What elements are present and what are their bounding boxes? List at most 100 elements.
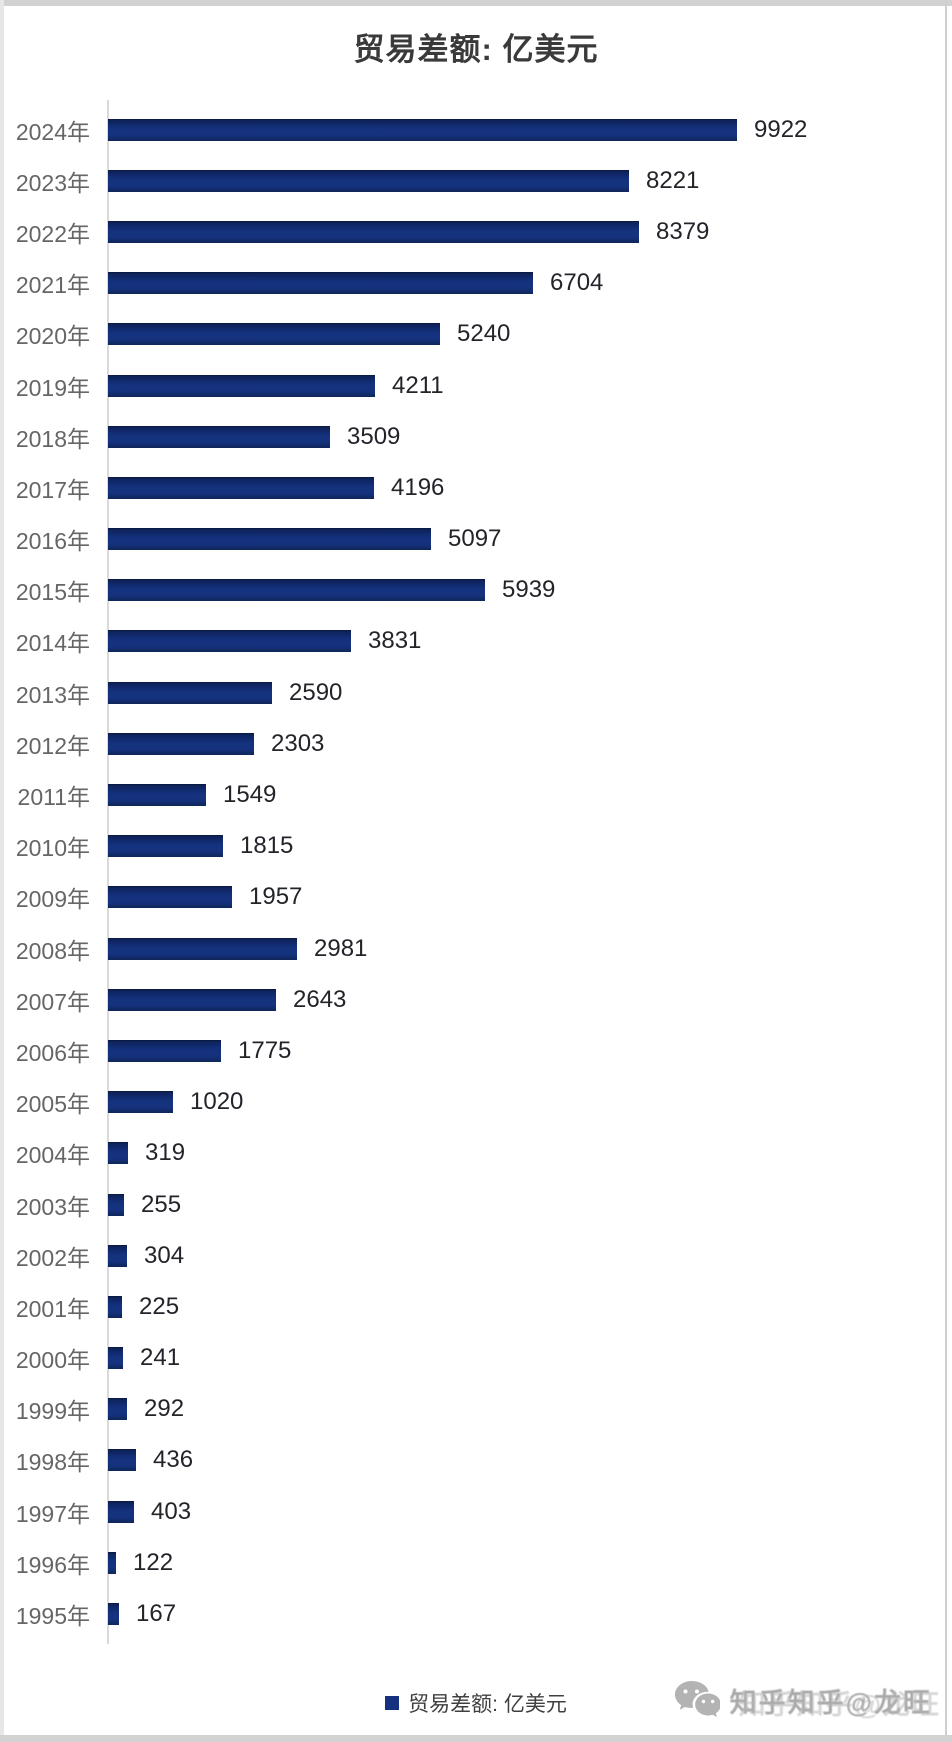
legend-color-swatch-icon xyxy=(385,1696,400,1710)
screenshot-bottom-border xyxy=(0,1735,952,1742)
y-axis-category-label: 2023年 xyxy=(15,169,90,196)
chart-row: 2007年 2643 xyxy=(0,974,952,1025)
chart-row: 2022年 8379 xyxy=(0,206,952,257)
chart-row: 2005年 1020 xyxy=(0,1077,952,1128)
bar xyxy=(108,681,272,704)
y-axis-category-label: 2004年 xyxy=(15,1142,90,1169)
y-axis-category-label: 1998年 xyxy=(15,1449,90,1476)
bar xyxy=(108,1398,127,1421)
bar-value-label: 167 xyxy=(136,1600,177,1628)
chart-row: 2008年 2981 xyxy=(0,923,952,974)
chart-legend: 贸易差额: 亿美元 xyxy=(0,1688,952,1718)
y-axis-category-label: 2020年 xyxy=(15,323,90,350)
y-axis-category-label: 2005年 xyxy=(15,1091,90,1118)
y-axis-category-label: 2015年 xyxy=(15,579,90,606)
screenshot-top-border xyxy=(0,0,952,6)
bar xyxy=(108,1142,128,1165)
bar-value-label: 225 xyxy=(139,1292,180,1320)
bar xyxy=(108,1295,122,1318)
chart-row: 2017年 4196 xyxy=(0,462,952,513)
bar xyxy=(108,1551,116,1574)
watermark-text-wrap: 知乎知乎@龙旺 知乎知乎@龙旺 xyxy=(729,1681,939,1720)
chart-row: 2004年 319 xyxy=(0,1128,952,1179)
bar-value-label: 3831 xyxy=(368,627,422,655)
chart-row: 1998年 436 xyxy=(0,1435,952,1486)
chart-row: 2013年 2590 xyxy=(0,667,952,718)
bar-value-label: 122 xyxy=(133,1548,174,1576)
chart-row: 2021年 6704 xyxy=(0,258,952,309)
y-axis-category-label: 2001年 xyxy=(15,1295,90,1322)
wechat-icon xyxy=(674,1681,720,1717)
bar xyxy=(108,528,431,551)
bar xyxy=(108,1347,123,1370)
y-axis-category-label: 2021年 xyxy=(15,272,90,299)
y-axis-category-label: 2014年 xyxy=(15,630,90,657)
bar xyxy=(108,169,629,192)
bar-value-label: 1957 xyxy=(249,883,303,911)
bar xyxy=(108,118,737,141)
chart-row: 2006年 1775 xyxy=(0,1025,952,1076)
legend-label: 贸易差额: 亿美元 xyxy=(408,1693,567,1716)
chart-title: 贸易差额: 亿美元 xyxy=(353,32,599,67)
bar xyxy=(108,220,639,243)
bar-value-label: 1020 xyxy=(190,1088,244,1116)
bar xyxy=(108,1449,136,1472)
y-axis-category-label: 2012年 xyxy=(15,732,90,759)
y-axis-category-label: 1997年 xyxy=(15,1500,90,1527)
watermark-text: 知乎知乎@龙旺 xyxy=(729,1688,932,1718)
y-axis-category-label: 2006年 xyxy=(15,1039,90,1066)
bar-value-label: 1775 xyxy=(238,1036,292,1064)
screenshot-left-border xyxy=(0,0,4,1742)
chart-row: 2015年 5939 xyxy=(0,565,952,616)
bar xyxy=(108,732,254,755)
y-axis-category-label: 2013年 xyxy=(15,681,90,708)
y-axis-category-label: 2002年 xyxy=(15,1244,90,1271)
bar-value-label: 4196 xyxy=(391,473,445,501)
y-axis-category-label: 1999年 xyxy=(15,1398,90,1425)
watermark-text-ghost: 知乎知乎@龙旺 xyxy=(738,1690,941,1720)
bar-value-label: 403 xyxy=(151,1497,192,1525)
bar-value-label: 6704 xyxy=(550,269,604,297)
y-axis-category-label: 2019年 xyxy=(15,374,90,401)
y-axis-category-label: 1995年 xyxy=(15,1603,90,1630)
bar-value-label: 1815 xyxy=(240,832,294,860)
bar-value-label: 9922 xyxy=(754,115,808,143)
bar-value-label: 292 xyxy=(144,1395,185,1423)
y-axis-category-label: 2017年 xyxy=(15,476,90,503)
watermark: 知乎知乎@龙旺 知乎知乎@龙旺 xyxy=(674,1680,939,1720)
bar-value-label: 1549 xyxy=(223,781,277,809)
bar-value-label: 436 xyxy=(153,1446,194,1474)
y-axis-category-label: 2007年 xyxy=(15,988,90,1015)
bar-value-label: 319 xyxy=(145,1139,186,1167)
y-axis-category-label: 2003年 xyxy=(15,1193,90,1220)
y-axis-category-label: 2018年 xyxy=(15,425,90,452)
bar-value-label: 8379 xyxy=(656,217,710,245)
chart-row: 2010年 1815 xyxy=(0,821,952,872)
bar-value-label: 5240 xyxy=(457,320,511,348)
bar-value-label: 255 xyxy=(141,1190,182,1218)
bar-value-label: 304 xyxy=(144,1241,185,1269)
bar xyxy=(108,835,223,858)
chart-row: 2023年 8221 xyxy=(0,155,952,206)
bar-chart-plot-area: 2024年 9922 2023年 8221 2022年 8379 2021年 6704 2020… xyxy=(0,100,952,1644)
y-axis-category-label: 2009年 xyxy=(15,886,90,913)
bar-rows-container: 2024年 9922 2023年 8221 2022年 8379 2021年 6704 2020… xyxy=(0,104,952,1640)
bar xyxy=(108,476,374,499)
y-axis-category-label: 2000年 xyxy=(15,1347,90,1374)
bar-value-label: 8221 xyxy=(646,166,700,194)
chart-row: 2020年 5240 xyxy=(0,309,952,360)
y-axis-category-label: 2010年 xyxy=(15,835,90,862)
bar xyxy=(108,937,297,960)
bar xyxy=(108,425,330,448)
y-axis-category-label: 2022年 xyxy=(15,220,90,247)
y-axis-category-label: 2024年 xyxy=(15,118,90,145)
bar xyxy=(108,579,485,602)
bar xyxy=(108,1193,124,1216)
chart-row: 2011年 1549 xyxy=(0,769,952,820)
bar xyxy=(108,988,276,1011)
y-axis-category-label: 2016年 xyxy=(15,528,90,555)
bar-value-label: 241 xyxy=(140,1344,181,1372)
chart-row: 2016年 5097 xyxy=(0,514,952,565)
bar xyxy=(108,323,440,346)
bar-value-label: 2643 xyxy=(293,985,347,1013)
